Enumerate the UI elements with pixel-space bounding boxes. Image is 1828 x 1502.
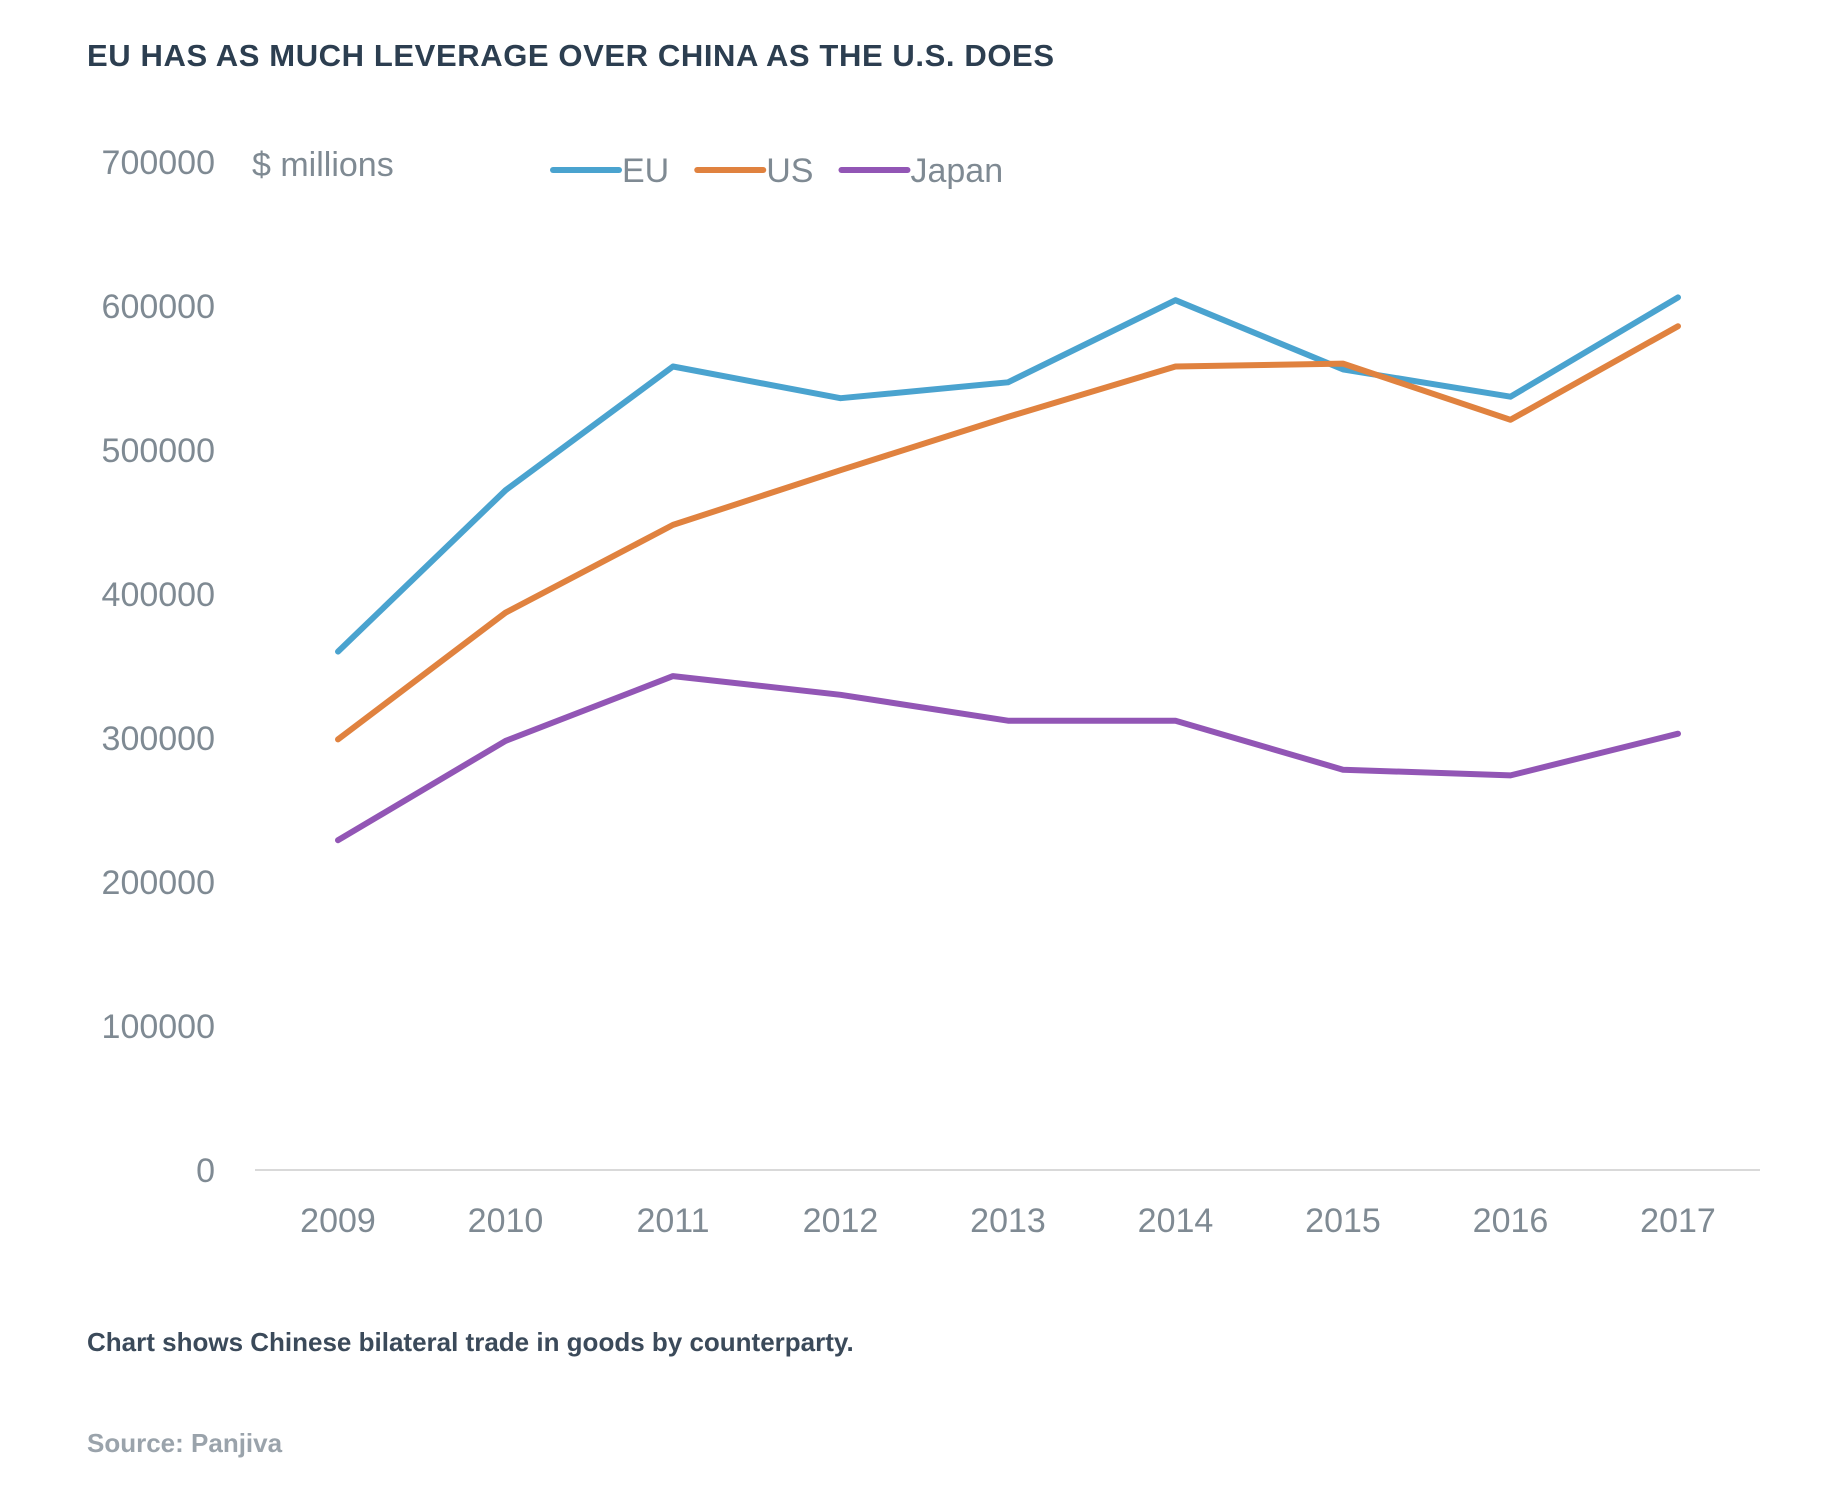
y-axis-label: $ millions <box>252 146 394 184</box>
y-tick-label: 500000 <box>102 432 215 470</box>
x-tick-label: 2017 <box>1640 1202 1716 1240</box>
series-line-japan <box>335 673 1681 844</box>
x-tick-label: 2016 <box>1473 1202 1549 1240</box>
legend-label-us: US <box>766 152 813 190</box>
series-line-us <box>335 323 1681 743</box>
y-tick-label: 0 <box>196 1152 215 1190</box>
y-tick-label: 400000 <box>102 576 215 614</box>
y-tick-label: 100000 <box>102 1008 215 1046</box>
y-tick-label: 700000 <box>102 144 215 182</box>
legend-label-japan: Japan <box>910 152 1003 190</box>
x-tick-label: 2011 <box>636 1202 709 1240</box>
x-tick-label: 2009 <box>300 1202 376 1240</box>
series-line-eu <box>335 294 1681 655</box>
source-note: Source: Panjiva <box>87 1428 283 1458</box>
y-tick-label: 300000 <box>102 720 215 758</box>
chart-title: EU HAS AS MUCH LEVERAGE OVER CHINA AS TH… <box>87 38 1055 73</box>
y-tick-label: 200000 <box>102 864 215 902</box>
x-tick-label: 2012 <box>803 1202 879 1240</box>
x-tick-label: 2013 <box>970 1202 1046 1240</box>
chart-caption: Chart shows Chinese bilateral trade in g… <box>87 1327 854 1357</box>
x-tick-label: 2010 <box>468 1202 544 1240</box>
y-tick-label: 600000 <box>102 288 215 326</box>
legend-label-eu: EU <box>622 152 669 190</box>
x-tick-label: 2014 <box>1138 1202 1214 1240</box>
x-tick-label: 2015 <box>1305 1202 1381 1240</box>
